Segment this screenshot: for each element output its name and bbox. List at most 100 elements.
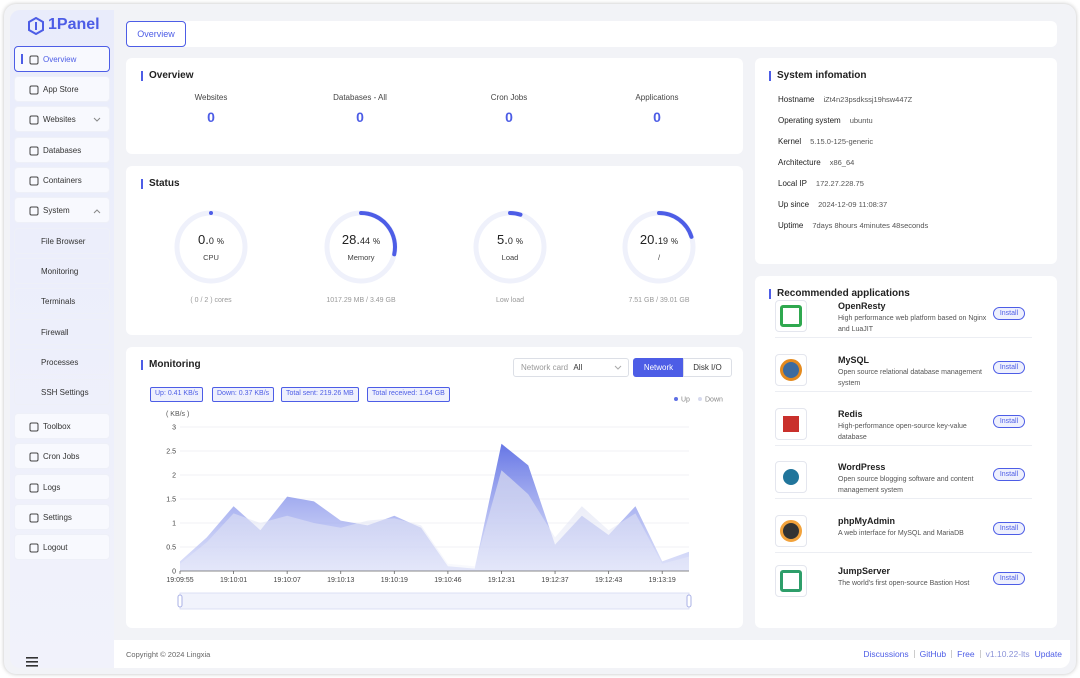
gauge-track xyxy=(473,210,547,284)
zoom-handle xyxy=(177,594,183,608)
update-link[interactable]: Update xyxy=(1034,649,1062,659)
app-icon xyxy=(775,408,807,440)
info-label: Hostname xyxy=(778,95,815,104)
y-tick-label: 2.5 xyxy=(166,449,176,456)
gauge-integer: 0. xyxy=(198,232,209,247)
menu-label: Databases xyxy=(43,146,82,155)
menu-item[interactable]: Overview xyxy=(14,46,110,72)
network-select[interactable]: Network card All xyxy=(513,358,629,377)
stat-value[interactable]: 0 xyxy=(505,109,513,125)
submenu-item[interactable]: Processes xyxy=(14,348,110,375)
menu-label: System xyxy=(43,206,70,215)
footer-link[interactable]: Discussions xyxy=(863,649,909,659)
divider xyxy=(775,445,1032,446)
legend-marker xyxy=(698,397,702,401)
menu-item[interactable]: Logout xyxy=(14,534,110,561)
network-button[interactable]: Network xyxy=(633,358,684,377)
y-tick-label: 3 xyxy=(172,425,176,432)
install-button[interactable]: Install xyxy=(993,572,1025,585)
submenu-item[interactable]: Monitoring xyxy=(14,258,110,285)
footer: Copyright © 2024 Lingxia Discussions GitH… xyxy=(114,640,1070,668)
collapse-icon[interactable] xyxy=(26,656,40,668)
menu-icon xyxy=(29,85,39,95)
menu-item[interactable]: Settings xyxy=(14,503,110,530)
info-row: Uptime 7days 8hours 4minutes 48seconds xyxy=(778,221,928,230)
tab[interactable]: Overview xyxy=(126,21,186,47)
menu-item[interactable]: App Store xyxy=(14,76,110,102)
logo-icon xyxy=(28,17,44,35)
app-icon xyxy=(775,461,807,493)
menu-label: Monitoring xyxy=(41,267,79,277)
menu-label: SSH Settings xyxy=(41,388,89,397)
y-tick-label: 1.5 xyxy=(166,497,176,504)
app-icon xyxy=(775,565,807,597)
menu-icon xyxy=(29,115,39,125)
install-button[interactable]: Install xyxy=(993,361,1025,374)
info-value: 2024-12-09 11:08:37 xyxy=(818,200,888,209)
card-title: Recommended applications xyxy=(769,288,910,299)
x-tick-label: 19:09:55 xyxy=(166,577,193,584)
menu-item[interactable]: Logs xyxy=(14,473,110,500)
stat-value[interactable]: 0 xyxy=(207,109,215,125)
submenu-item[interactable]: Firewall xyxy=(14,318,110,345)
info-label: Operating system xyxy=(778,116,841,125)
stat-value[interactable]: 0 xyxy=(653,109,661,125)
app-description: A web interface for MySQL and MariaDB xyxy=(838,530,964,537)
app-icon-glyph xyxy=(780,413,802,435)
app-name: WordPress xyxy=(838,462,886,472)
menu-item[interactable]: Toolbox xyxy=(14,413,110,439)
monitoring-card: Monitoring Network card All Network Disk… xyxy=(126,347,743,628)
menu-label: Settings xyxy=(43,512,72,522)
menu-icon xyxy=(29,543,39,553)
info-row: Architecture x86_64 xyxy=(778,158,854,167)
separator xyxy=(979,650,981,658)
menu-icon xyxy=(29,483,39,493)
card-title: Overview xyxy=(141,70,193,81)
menu-label: Logout xyxy=(43,543,68,553)
menu-icon xyxy=(29,146,39,156)
gauge-unit: % xyxy=(516,237,523,246)
select-label: Network card xyxy=(521,363,569,372)
app-icon-glyph xyxy=(780,305,802,327)
disk-io-button[interactable]: Disk I/O xyxy=(683,358,732,377)
divider xyxy=(775,552,1032,553)
menu-item[interactable]: System xyxy=(14,197,110,223)
area xyxy=(180,470,689,571)
stat-value[interactable]: 0 xyxy=(356,109,364,125)
install-button[interactable]: Install xyxy=(993,307,1025,320)
card-title: Status xyxy=(141,178,180,189)
submenu-item[interactable]: Terminals xyxy=(14,288,110,315)
submenu-item[interactable]: File Browser xyxy=(14,228,110,254)
menu-label: Websites xyxy=(43,115,76,124)
footer-link[interactable]: GitHub xyxy=(919,649,947,659)
footer-links: Discussions GitHub Free v1.10.22-lts Update xyxy=(863,649,1062,659)
gauge-unit: % xyxy=(671,237,678,246)
info-value: 5.15.0-125-generic xyxy=(810,137,874,146)
install-button[interactable]: Install xyxy=(993,415,1025,428)
install-button[interactable]: Install xyxy=(993,468,1025,481)
footer-link[interactable]: Free xyxy=(957,649,975,659)
copyright: Copyright © 2024 Lingxia xyxy=(126,650,211,659)
app-name: OpenResty xyxy=(838,301,886,311)
stat-label: Cron Jobs xyxy=(490,93,528,102)
info-label: Architecture xyxy=(778,158,821,167)
select-value: All xyxy=(573,363,583,372)
menu-item[interactable]: Cron Jobs xyxy=(14,443,110,470)
app-icon-glyph xyxy=(780,520,802,542)
card-title: System infomation xyxy=(769,70,866,81)
submenu-item[interactable]: SSH Settings xyxy=(14,379,110,405)
install-button[interactable]: Install xyxy=(993,522,1025,535)
menu-label: Terminals xyxy=(41,297,76,307)
zoom-handle xyxy=(686,594,692,608)
menu-item[interactable]: Websites xyxy=(14,106,110,132)
app-description: High-performance open-source key-value d… xyxy=(838,423,967,441)
gauge-label: / xyxy=(658,253,661,262)
menu-item[interactable]: Containers xyxy=(14,167,110,193)
menu-label: Logs xyxy=(43,482,61,492)
gauge-decimal: 0 xyxy=(508,236,513,246)
gauge-track xyxy=(174,210,248,284)
divider xyxy=(775,391,1032,392)
menu-item[interactable]: Databases xyxy=(14,137,110,163)
